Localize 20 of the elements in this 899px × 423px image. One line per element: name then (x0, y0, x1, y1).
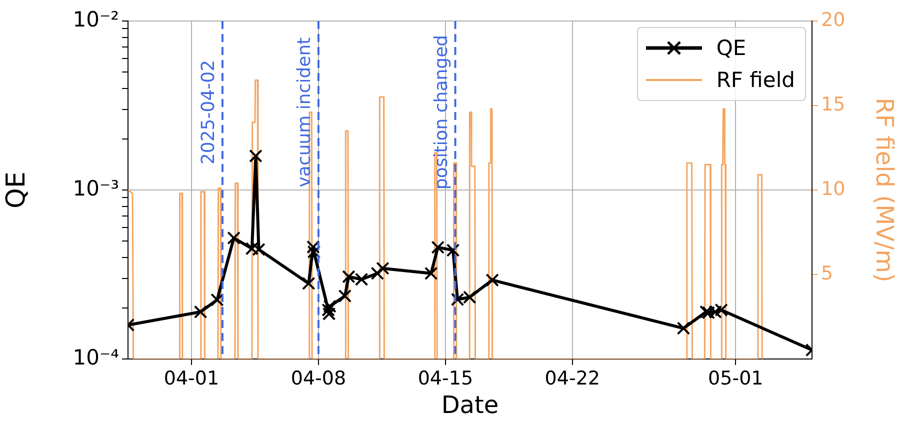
ref-line-label: position changed (430, 34, 452, 190)
x-axis-title: Date (441, 390, 499, 419)
y-tick-label: 10⁻² (72, 7, 119, 32)
y2-tick-label: 20 (821, 8, 846, 31)
y2-tick-label: 5 (821, 262, 834, 284)
y-tick-label: 10⁻³ (72, 176, 119, 200)
legend-label: RF field (716, 68, 795, 92)
x-tick-label: 04-08 (290, 367, 346, 390)
x-tick-label: 05-01 (708, 367, 764, 390)
x-tick-label: 04-15 (418, 367, 474, 390)
y-axis-title: QE (1, 172, 32, 208)
y2-tick-label: 15 (821, 93, 846, 116)
ref-line-label: 2025-04-02 (198, 60, 220, 165)
x-tick-label: 04-22 (544, 367, 600, 390)
x-tick-label: 04-01 (164, 367, 220, 390)
y2-tick-label: 10 (821, 178, 846, 200)
ref-line-label: vacuum incident (294, 37, 316, 188)
legend-label: QE (716, 36, 746, 60)
y-tick-label: 10⁻⁴ (72, 345, 119, 370)
y2-axis-title: RF field (MV/m) (870, 98, 898, 282)
